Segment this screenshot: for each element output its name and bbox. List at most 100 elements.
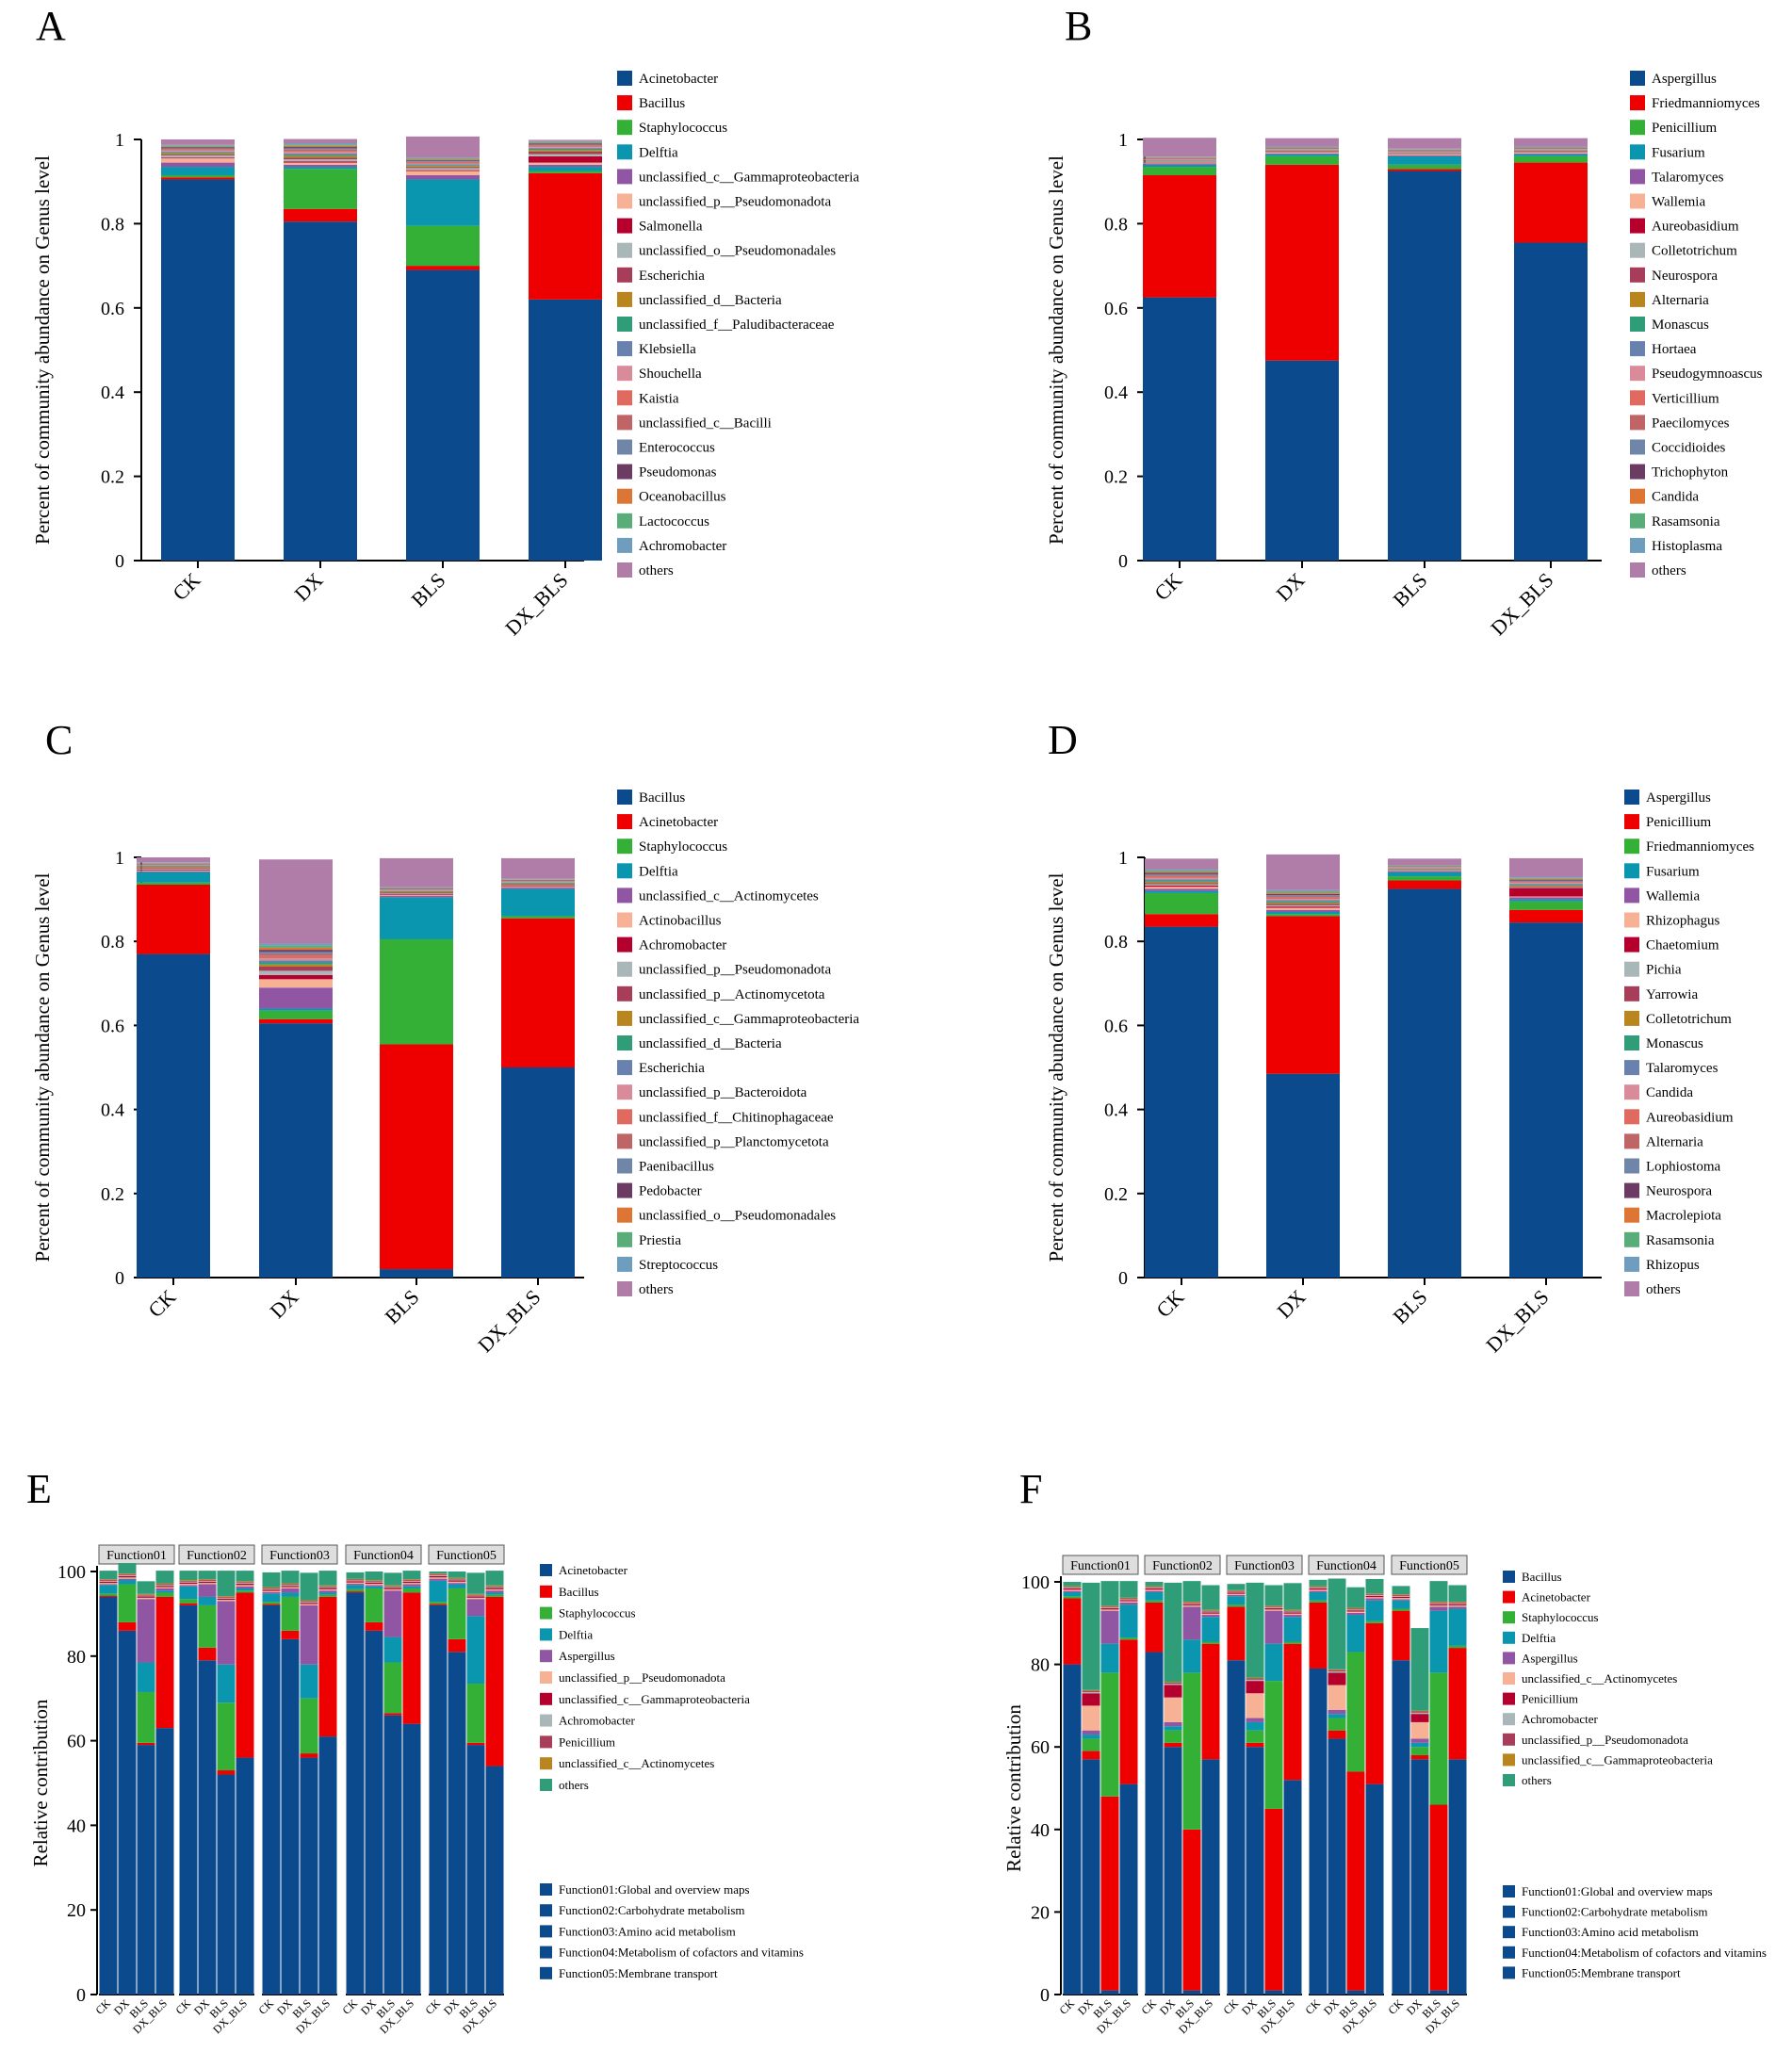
- panel-B: B 0 0.2 0.4 0.6 0.8 1 Percent of community abun…: [1045, 3, 1763, 640]
- bar-segment: [1063, 1586, 1082, 1588]
- bar-segment: [1410, 1710, 1429, 1712]
- bar-segment: [380, 1044, 453, 1270]
- panel-A: A 0 0.2 0.4 0.6 0.8 1 Percent of community abun…: [31, 3, 859, 640]
- bar-segment: [236, 1585, 254, 1587]
- legend-item: Achromobacter: [1522, 1712, 1599, 1726]
- bar-segment: [1266, 914, 1340, 917]
- legend-swatch: [617, 218, 632, 234]
- bar-segment: [1145, 1602, 1164, 1653]
- bar-segment: [118, 1573, 137, 1575]
- bar-segment: [529, 142, 602, 144]
- bar-segment: [402, 1579, 421, 1581]
- legend-swatch: [1624, 814, 1639, 830]
- facet-strip: [1226, 1555, 1303, 1575]
- bar-segment: [281, 1571, 300, 1584]
- legend-item: Actinobacillus: [639, 914, 722, 929]
- bar-segment: [198, 1604, 217, 1648]
- bar-segment: [137, 1745, 155, 1995]
- bar-segment: [1201, 1643, 1220, 1760]
- bar-segment: [1328, 1714, 1346, 1718]
- legend-swatch: [617, 1231, 632, 1247]
- legend-swatch: [1630, 71, 1645, 86]
- bar-segment: [448, 1578, 466, 1580]
- legend-swatch: [1624, 839, 1639, 855]
- legend-swatch: [1503, 1713, 1515, 1726]
- bar-segment: [448, 1572, 466, 1578]
- bar-segment: [1164, 1681, 1182, 1683]
- bar-segment: [1429, 1604, 1448, 1607]
- bar-segment: [1365, 1622, 1384, 1784]
- legend-item: unclassified_d__Bacteria: [639, 293, 782, 308]
- y-tick-label: 1: [1118, 130, 1128, 151]
- bar-segment: [406, 158, 480, 160]
- facet-strip: [1391, 1555, 1468, 1575]
- bar-segment: [1346, 1609, 1365, 1611]
- bar-segment: [1346, 1611, 1365, 1613]
- bar-segment: [118, 1579, 137, 1585]
- bar-segment: [1429, 1804, 1448, 1991]
- bar-segment: [429, 1604, 448, 1605]
- bar-segment: [1509, 899, 1583, 902]
- legend-swatch: [617, 936, 632, 953]
- bar-segment: [1265, 360, 1339, 561]
- bar-segment: [1246, 1730, 1264, 1743]
- bar-segment: [99, 1593, 118, 1596]
- panel-letter: A: [36, 3, 66, 49]
- bar-segment: [318, 1590, 337, 1593]
- bar-segment: [318, 1585, 337, 1587]
- bar-segment: [1388, 876, 1461, 881]
- bar-segment: [1392, 1608, 1410, 1611]
- bar-segment: [1082, 1734, 1100, 1739]
- bar-segment: [346, 1592, 365, 1995]
- bar-segment: [1392, 1595, 1410, 1596]
- bar-segment: [1246, 1718, 1264, 1722]
- bar-segment: [529, 139, 602, 141]
- legend-item: unclassified_f__Paludibacteraceae: [639, 318, 835, 333]
- legend-swatch: [540, 1925, 552, 1938]
- legend-item: Colletotrichum: [1652, 244, 1737, 259]
- bar-segment: [118, 1621, 137, 1631]
- bar-segment: [1514, 152, 1588, 154]
- legend-item: Aspergillus: [1652, 72, 1717, 87]
- bar-segment: [1266, 903, 1340, 904]
- legend-swatch: [617, 1060, 632, 1076]
- bar-segment: [429, 1572, 448, 1574]
- bar-segment: [529, 162, 602, 165]
- bar-segment: [1410, 1711, 1429, 1713]
- bar-segment: [429, 1580, 448, 1603]
- bar-segment: [466, 1596, 485, 1598]
- legend-swatch: [1624, 1084, 1639, 1100]
- y-tick-label: 0.6: [1104, 1016, 1128, 1036]
- bar-segment: [236, 1590, 254, 1593]
- bar-segment: [99, 1595, 118, 1597]
- bar-segment: [236, 1757, 254, 1995]
- legend-item: Pichia: [1646, 963, 1682, 978]
- y-tick-label: 1: [1118, 848, 1128, 869]
- legend-item: Hortaea: [1652, 342, 1697, 357]
- legend-item: Paenibacillus: [639, 1160, 714, 1175]
- bar-segment: [1266, 889, 1340, 892]
- bar-segment: [137, 1581, 155, 1594]
- bar-segment: [1265, 164, 1339, 361]
- y-axis-label: Percent of community abundance on Genus …: [31, 872, 54, 1262]
- bar-segment: [529, 147, 602, 148]
- bar-segment: [1100, 1607, 1119, 1609]
- legend-swatch: [617, 1109, 632, 1125]
- bar-segment: [1264, 1609, 1283, 1611]
- bar-segment: [1164, 1726, 1182, 1731]
- x-tick-label: CK: [422, 1996, 443, 2017]
- legend-swatch: [617, 95, 632, 111]
- bar-segment: [1346, 1608, 1365, 1610]
- legend-item: Bacillus: [639, 790, 685, 806]
- y-tick-label: 0.8: [1104, 932, 1128, 953]
- bar-segment: [1365, 1598, 1384, 1601]
- bar-segment: [429, 1574, 448, 1576]
- legend-item: unclassified_p__Actinomycetota: [639, 987, 825, 1002]
- bar-segment: [1509, 857, 1583, 877]
- bar-segment: [383, 1590, 402, 1637]
- bar-segment: [1145, 880, 1218, 882]
- facet-label: Function05: [1399, 1559, 1459, 1573]
- bar-segment: [217, 1702, 236, 1771]
- bar-segment: [1145, 877, 1218, 880]
- bar-segment: [1182, 1602, 1201, 1603]
